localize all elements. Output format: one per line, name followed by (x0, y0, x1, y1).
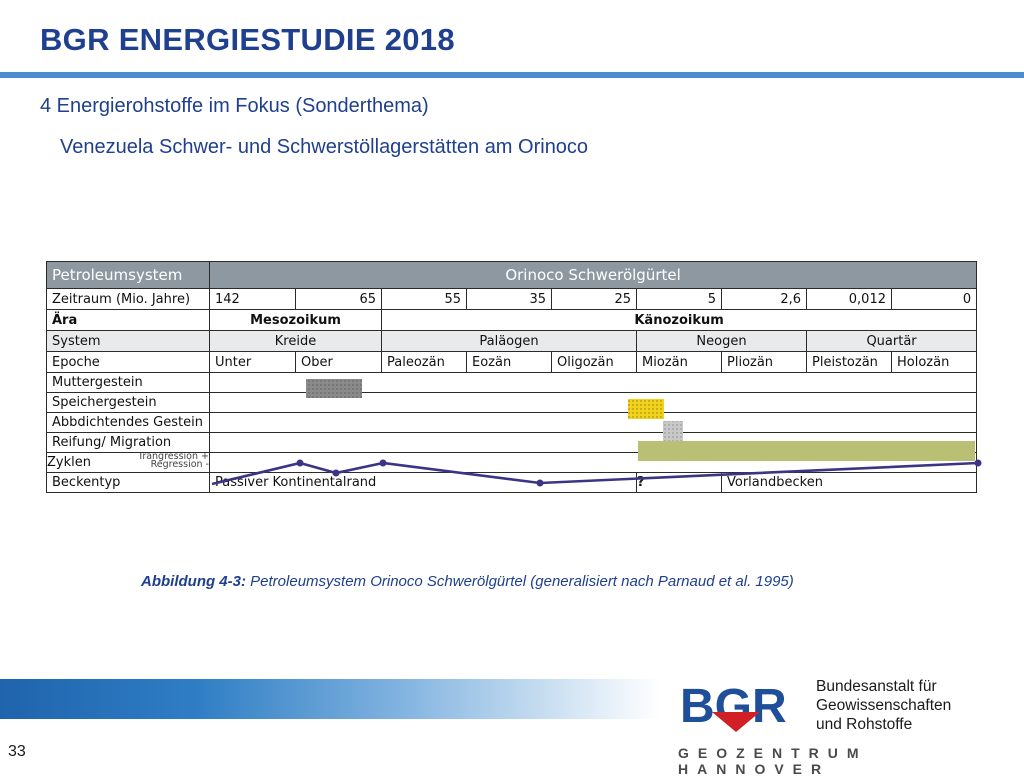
geozentrum-label: GEOZENTRUM HANNOVER (678, 745, 868, 777)
institution-name: Bundesanstalt für Geowissenschaften und … (816, 677, 951, 734)
system-palaeogen: Paläogen (381, 330, 637, 352)
regression-label: Regression - (150, 459, 209, 470)
epoche-pleistozaen: Pleistozän (806, 351, 892, 373)
system-neogen: Neogen (636, 330, 807, 352)
section-heading: 4 Energierohstoffe im Fokus (Sonderthema… (40, 95, 429, 117)
zeitraum-value: 25 (551, 288, 637, 310)
institution-line-3: und Rohstoffe (816, 716, 913, 733)
muttergestein-row: Muttergestein (46, 372, 978, 393)
zyklen-track (208, 452, 978, 473)
system-row: System Kreide Paläogen Neogen Quartär (46, 330, 978, 352)
zyklen-legend: Trangression + Regression - (137, 452, 209, 470)
reifung-row: Reifung/ Migration (46, 432, 978, 453)
institution-line-1: Bundesanstalt für (816, 678, 937, 695)
zeitraum-value: 142 (209, 288, 296, 310)
zeitraum-value: 35 (466, 288, 552, 310)
caption-text: Petroleumsystem Orinoco Schwerölgürtel (… (246, 573, 794, 590)
epoche-unter: Unter (209, 351, 296, 373)
slide-subtitle: Venezuela Schwer- und Schwerstöllagerstä… (60, 136, 589, 158)
beckentyp-left: Passiver Kontinentalrand (209, 472, 637, 493)
epoche-ober: Ober (295, 351, 382, 373)
epoche-miozaen: Miozän (636, 351, 722, 373)
reifung-label: Reifung/ Migration (46, 432, 210, 453)
header-title: Orinoco Schwerölgürtel (208, 261, 978, 289)
trangression-label: Trangression + (137, 452, 209, 462)
aera-kaenozoikum: Känozoikum (380, 309, 978, 331)
figure-caption: Abbildung 4-3: Petroleumsystem Orinoco S… (141, 573, 794, 590)
beckentyp-row: Beckentyp Passiver Kontinentalrand ? Vor… (46, 472, 978, 493)
zeitraum-value: 2,6 (721, 288, 807, 310)
petroleum-system-table: Petroleumsystem Orinoco Schwerölgürtel Z… (46, 261, 978, 493)
muttergestein-label: Muttergestein (46, 372, 210, 393)
epoche-pliozaen: Pliozän (721, 351, 807, 373)
system-label: System (46, 330, 210, 352)
beckentyp-question: ? (636, 472, 722, 493)
beckentyp-right: Vorlandbecken (720, 472, 978, 493)
reifung-track (208, 432, 978, 453)
abdichtend-label: Abbdichtendes Gestein (46, 412, 210, 433)
speichergestein-label: Speichergestein (46, 392, 210, 413)
beckentyp-question-mark: ? (637, 475, 645, 490)
institution-line-2: Geowissenschaften (816, 697, 952, 714)
zeitraum-label: Zeitraum (Mio. Jahre) (46, 288, 210, 310)
beckentyp-label: Beckentyp (46, 472, 210, 493)
zeitraum-value: 0,012 (806, 288, 892, 310)
zeitraum-row: Zeitraum (Mio. Jahre) 142 65 55 35 25 5 … (46, 288, 978, 310)
speichergestein-row: Speichergestein (46, 392, 978, 413)
aera-mesozoikum: Mesozoikum (209, 309, 382, 331)
zyklen-cell: Zyklen Trangression + Regression - (46, 452, 210, 473)
table-header-row: Petroleumsystem Orinoco Schwerölgürtel (46, 261, 978, 289)
bgr-logo: BGR (676, 676, 802, 734)
zeitraum-value: 65 (295, 288, 382, 310)
muttergestein-track (208, 372, 978, 393)
bgr-logo-triangle (712, 712, 760, 732)
abdichtend-track (208, 412, 978, 433)
caption-label: Abbildung 4-3: (141, 573, 246, 590)
page-number: 33 (8, 743, 26, 760)
speichergestein-track (208, 392, 978, 413)
abdichtend-row: Abbdichtendes Gestein (46, 412, 978, 433)
epoche-eozaen: Eozän (466, 351, 552, 373)
title-rule (0, 72, 1024, 78)
zyklen-row: Zyklen Trangression + Regression - (46, 452, 978, 473)
zeitraum-value: 55 (381, 288, 467, 310)
zyklen-label: Zyklen (47, 455, 91, 470)
zeitraum-value: 5 (636, 288, 722, 310)
header-label: Petroleumsystem (46, 261, 210, 289)
aera-row: Ära Mesozoikum Känozoikum (46, 309, 978, 331)
epoche-holozaen: Holozän (890, 351, 978, 373)
aera-label: Ära (46, 309, 210, 331)
epoche-paleozaen: Paleozän (381, 351, 467, 373)
page-title: BGR ENERGIESTUDIE 2018 (40, 22, 455, 57)
system-quartaer: Quartär (805, 330, 978, 352)
zeitraum-value: 0 (890, 288, 978, 310)
epoche-row: Epoche Unter Ober Paleozän Eozän Oligozä… (46, 351, 978, 373)
footer-gradient-bar (0, 679, 660, 719)
epoche-label: Epoche (46, 351, 210, 373)
system-kreide: Kreide (209, 330, 382, 352)
epoche-oligozaen: Oligozän (551, 351, 637, 373)
